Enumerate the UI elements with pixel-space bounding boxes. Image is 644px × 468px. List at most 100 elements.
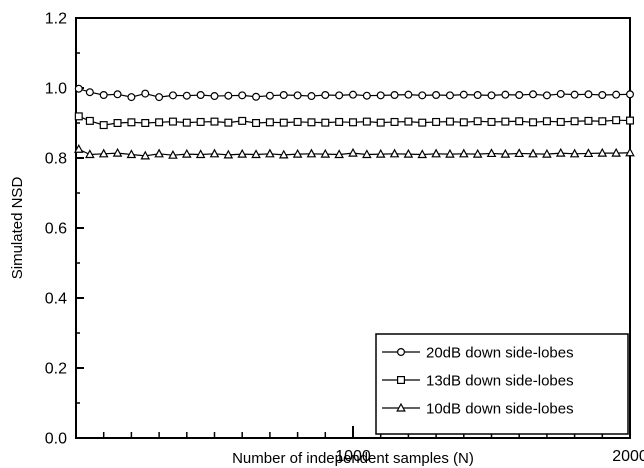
data-point [459, 118, 468, 127]
data-point [501, 117, 510, 126]
data-point [349, 90, 358, 99]
data-point [209, 148, 220, 158]
data-point [182, 118, 191, 127]
series-square [74, 112, 634, 130]
axis-ticks [76, 17, 631, 439]
data-point [597, 147, 608, 157]
data-point [570, 90, 579, 99]
data-point [542, 148, 552, 158]
data-point [238, 91, 247, 100]
data-point [598, 117, 607, 126]
y-axis-title: Simulated NSD [9, 177, 26, 280]
data-point [85, 149, 95, 159]
legend-label: 13dB down side-lobes [426, 373, 574, 390]
series-circle [74, 84, 634, 102]
data-point [99, 90, 108, 99]
data-point [584, 90, 593, 99]
data-point [362, 91, 371, 100]
data-point [445, 117, 454, 126]
data-point [85, 116, 94, 125]
y-tick-label: 1.0 [45, 81, 67, 98]
series-layer [73, 84, 635, 160]
legend: 20dB down side-lobes 13dB down side-lobes… [375, 333, 629, 435]
data-point [223, 149, 234, 159]
data-point [141, 89, 150, 98]
data-point [265, 148, 275, 158]
legend-label: 20dB down side-lobes [426, 345, 574, 362]
data-point [335, 91, 344, 100]
data-point [210, 117, 219, 126]
legend-box [375, 333, 629, 435]
data-point [278, 149, 289, 159]
data-point [224, 91, 233, 100]
data-point [542, 117, 551, 126]
data-point [528, 148, 538, 158]
data-point [252, 118, 261, 127]
data-point [376, 118, 385, 127]
data-point [321, 90, 330, 99]
data-point [389, 148, 400, 158]
data-point [625, 147, 635, 157]
data-point [445, 91, 454, 100]
data-point [375, 148, 386, 158]
data-point [279, 118, 288, 127]
data-point [487, 117, 496, 126]
y-tick-label: 0.8 [45, 151, 67, 168]
data-point [224, 118, 233, 127]
data-point [74, 84, 83, 93]
data-point [335, 117, 344, 126]
data-point [569, 148, 580, 158]
legend-marker [396, 402, 406, 412]
data-point [611, 147, 621, 157]
series-triangle [73, 143, 635, 160]
data-point [320, 148, 331, 158]
data-point [168, 117, 177, 126]
data-point [196, 90, 205, 99]
data-point [195, 149, 206, 159]
data-point [113, 90, 122, 99]
data-point [362, 149, 372, 159]
data-point [473, 117, 482, 126]
legend-marker [397, 348, 406, 357]
data-point [168, 91, 177, 100]
data-point [155, 118, 164, 127]
data-point [293, 91, 302, 100]
data-point [252, 92, 261, 101]
x-tick-label: 2000 [612, 448, 644, 465]
data-point [182, 91, 191, 100]
data-point [556, 89, 565, 98]
data-point [306, 148, 317, 158]
data-point [625, 116, 634, 125]
data-point [155, 93, 164, 102]
data-point [500, 148, 511, 158]
data-point [390, 117, 399, 126]
data-point [334, 149, 344, 159]
data-point [140, 150, 151, 160]
data-point [417, 149, 428, 159]
data-point [127, 118, 136, 127]
data-point [321, 118, 330, 127]
data-point [570, 117, 579, 126]
data-point [181, 148, 192, 158]
data-point [625, 90, 634, 99]
data-point [598, 90, 607, 99]
data-point [418, 91, 427, 100]
data-point [265, 118, 274, 127]
data-point [612, 90, 621, 99]
data-point [487, 91, 496, 100]
data-point [99, 121, 108, 130]
data-point [292, 148, 303, 158]
data-point [403, 148, 414, 158]
data-point [210, 92, 219, 101]
data-point [74, 112, 83, 121]
y-tick-label: 1.2 [45, 11, 67, 28]
data-point [432, 90, 441, 99]
data-point [459, 90, 468, 99]
data-point [390, 90, 399, 99]
axis-tick-labels: 0.0 0.2 0.4 0.6 0.8 1.0 1.2 1000 2000 [45, 11, 644, 466]
data-point [432, 117, 441, 126]
data-point [556, 117, 565, 126]
data-point [458, 148, 469, 158]
data-point [514, 148, 525, 158]
